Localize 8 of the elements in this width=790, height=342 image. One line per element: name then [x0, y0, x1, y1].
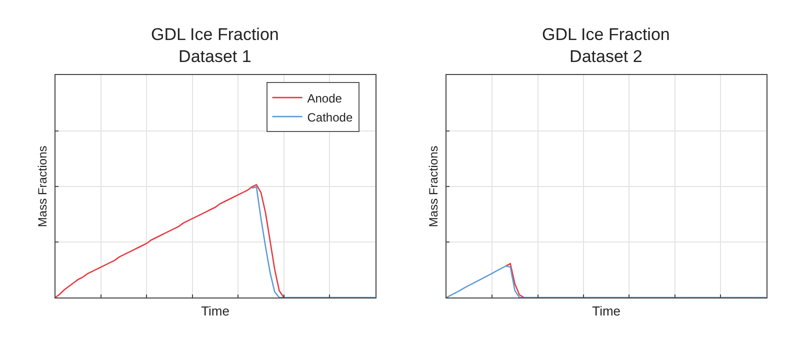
x-axis-title: Time	[201, 304, 230, 319]
y-axis-title: Mass Fractions	[426, 146, 441, 228]
y-axis-title: Mass Fractions	[36, 146, 50, 228]
legend-label: Anode	[307, 91, 342, 106]
legend-label: Cathode	[307, 110, 353, 124]
chart-title: GDL Ice Fraction Dataset 1	[151, 25, 279, 66]
x-axis-title: Time	[592, 304, 621, 319]
chart-title: GDL Ice Fraction Dataset 2	[542, 25, 670, 66]
